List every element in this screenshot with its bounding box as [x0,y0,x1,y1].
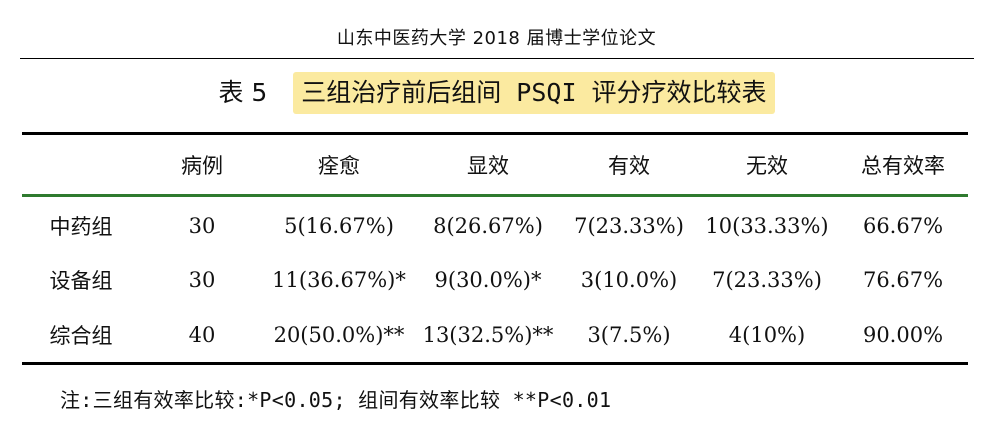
column-header [22,132,140,197]
table-number: 表 5 [218,78,268,107]
ineffective-cell: 7(23.33%) [712,267,822,292]
column-header-cases: 病例 [140,132,264,197]
header-rule [20,58,974,59]
column-header-ineffective: 无效 [696,132,838,197]
column-header-effective: 有效 [562,132,696,197]
cured-cell: 11(36.67%)* [272,267,406,292]
ineffective-cell: 10(33.33%) [705,214,829,239]
group-name-cell: 综合组 [22,307,140,365]
column-header-cured: 痊愈 [264,132,414,197]
cases-cell: 30 [188,267,216,292]
cases-cell: 30 [188,214,216,239]
table-row: 综合组 40 20(50.0%)** 13(32.5%)** 3(7.5%) 4… [22,307,968,365]
total-efficacy-cell: 90.00% [838,307,968,365]
markedly-effective-cell: 13(32.5%)** [414,307,562,365]
table-header-row: 病例 痊愈 显效 有效 无效 总有效率 [22,132,968,197]
total-efficacy-cell: 66.67% [862,214,944,239]
markedly-effective-cell: 8(26.67%) [433,214,543,239]
table-row: 中药组 30 5(16.67%) 8(26.67%) 7(23.33%) 10(… [22,196,968,252]
column-header-markedly-effective: 显效 [414,132,562,197]
group-name-cell: 设备组 [49,268,113,293]
effective-cell: 3(7.5%) [562,307,696,365]
running-header: 山东中医药大学 2018 届博士学位论文 [336,28,657,49]
group-name-cell: 中药组 [49,215,113,240]
effective-cell: 3(10.0%) [580,267,678,292]
cured-cell: 5(16.67%) [284,214,394,239]
table-caption: 表 5 三组治疗前后组间 PSQI 评分疗效比较表 [0,72,993,114]
cured-cell: 20(50.0%)** [264,307,414,365]
markedly-effective-cell: 9(30.0%)* [434,267,542,292]
cases-cell: 40 [140,307,264,365]
effective-cell: 7(23.33%) [574,214,684,239]
ineffective-cell: 4(10%) [696,307,838,365]
table-row: 设备组 30 11(36.67%)* 9(30.0%)* 3(10.0%) 7(… [22,252,968,308]
table-title: 三组治疗前后组间 PSQI 评分疗效比较表 [293,72,775,114]
table-footnote: 注:三组有效率比较:*P<0.05; 组间有效率比较 **P<0.01 [60,388,612,412]
column-header-total-efficacy: 总有效率 [838,132,968,197]
total-efficacy-cell: 76.67% [862,267,944,292]
efficacy-comparison-table: 病例 痊愈 显效 有效 无效 总有效率 中药组 30 5(16.67%) 8(2… [22,132,968,365]
